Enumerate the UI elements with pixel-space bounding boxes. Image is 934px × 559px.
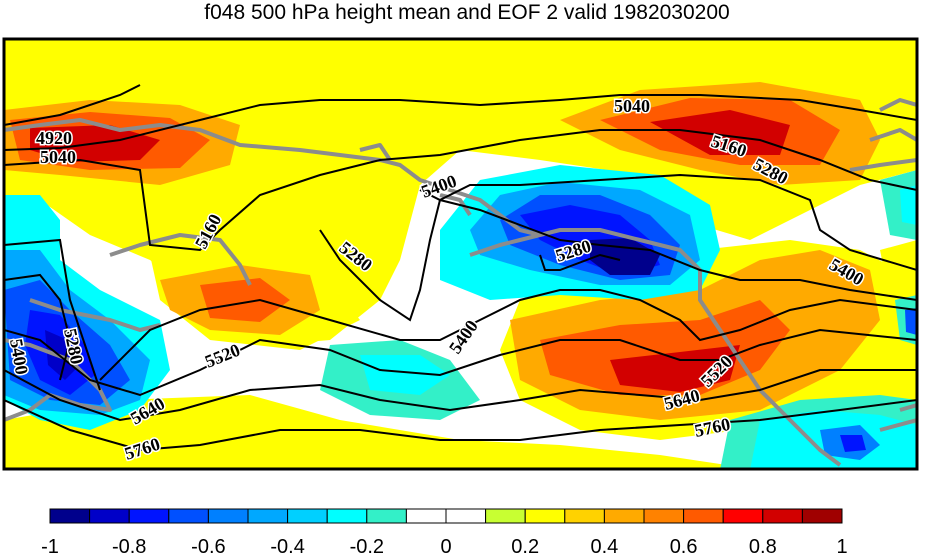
contour-4920 xyxy=(4,84,141,126)
colorbar-swatch xyxy=(168,508,209,524)
colorbar xyxy=(49,508,843,524)
colorbar-swatch xyxy=(89,508,130,524)
colorbar-swatch xyxy=(366,508,407,524)
colorbar-swatch xyxy=(524,508,566,524)
contour-5400-a xyxy=(4,273,72,381)
contour-label: 4920 xyxy=(36,128,72,148)
contour-5760 xyxy=(4,399,917,452)
colorbar-swatch xyxy=(643,508,685,524)
colorbar-tick-label: 0 xyxy=(440,536,452,558)
map-title: f048 500 hPa height mean and EOF 2 valid… xyxy=(204,1,730,24)
colorbar-swatch xyxy=(128,508,170,524)
contour-label: 5040 xyxy=(614,96,650,116)
colorbar-tick-label: 0.6 xyxy=(669,536,698,558)
colorbar-swatch xyxy=(683,508,724,524)
colorbar-tick-label: 1 xyxy=(836,536,848,558)
contour-5280-a xyxy=(4,238,101,391)
colorbar-swatch xyxy=(445,508,487,524)
contour-5640 xyxy=(4,369,917,422)
colorbar-tick-label: 0.4 xyxy=(590,536,619,558)
colorbar-swatch xyxy=(762,508,803,524)
colorbar-swatch xyxy=(247,508,289,524)
contour-5040-west xyxy=(4,94,917,151)
contour-5520 xyxy=(4,328,917,397)
colorbar-swatch xyxy=(485,508,526,524)
height-contours xyxy=(4,84,917,452)
colorbar-swatch xyxy=(405,508,447,524)
coastlines xyxy=(4,98,917,467)
colorbar-tick-label: -0.2 xyxy=(349,536,385,558)
coastline-north-america xyxy=(4,118,842,467)
contour-5160 xyxy=(4,129,917,252)
contour-5400-b xyxy=(419,189,917,301)
colorbar-tick-label: 0.8 xyxy=(748,536,777,558)
colorbar-swatch xyxy=(564,508,605,524)
colorbar-swatch xyxy=(326,508,368,524)
contour-5280-c xyxy=(539,253,621,271)
colorbar-tick-label: -1 xyxy=(41,536,59,558)
contour-label: 5040 xyxy=(40,147,76,167)
contour-5280-b xyxy=(319,173,917,322)
colorbar-tick-label: -0.8 xyxy=(111,536,147,558)
map-frame xyxy=(2,37,919,471)
contour-5400-c xyxy=(99,289,917,381)
colorbar-swatch xyxy=(287,508,328,524)
colorbar-swatch xyxy=(603,508,645,524)
colorbar-swatch xyxy=(722,508,764,524)
colorbar-swatch xyxy=(801,508,843,524)
colorbar-tick-label: -0.4 xyxy=(270,536,305,558)
colorbar-tick-label: -0.6 xyxy=(191,536,226,558)
colorbar-tick-label: 0.2 xyxy=(511,536,540,558)
colorbar-swatch xyxy=(207,508,249,524)
colorbar-swatch xyxy=(49,508,91,524)
